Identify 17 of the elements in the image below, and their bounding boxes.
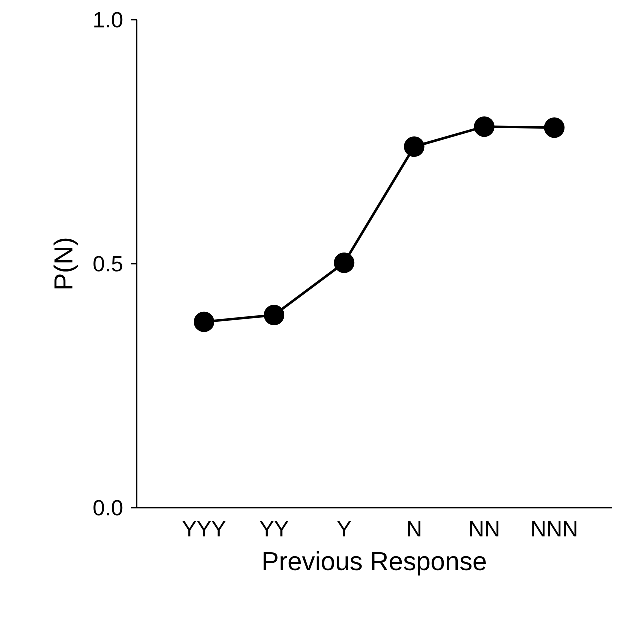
x-tick-label: N — [408, 522, 421, 537]
point — [334, 252, 355, 274]
y-tick-label: 0.5 — [94, 256, 123, 272]
y-axis-title: P(N) — [54, 238, 78, 289]
x-tick-label: NNN — [532, 522, 577, 537]
x-tick-label: YYY — [182, 522, 226, 537]
point — [194, 312, 214, 332]
x-tick-label: NN — [470, 522, 499, 537]
point — [474, 116, 495, 138]
point — [544, 118, 565, 138]
x-tick-label: Y — [338, 522, 352, 537]
y-tick-label: 1.0 — [94, 12, 123, 28]
point — [264, 304, 285, 326]
point — [404, 136, 425, 158]
y-tick-label: 0.0 — [94, 500, 123, 516]
x-axis-title: Previous Response — [264, 552, 486, 576]
x-tick-label: YY — [260, 522, 288, 537]
